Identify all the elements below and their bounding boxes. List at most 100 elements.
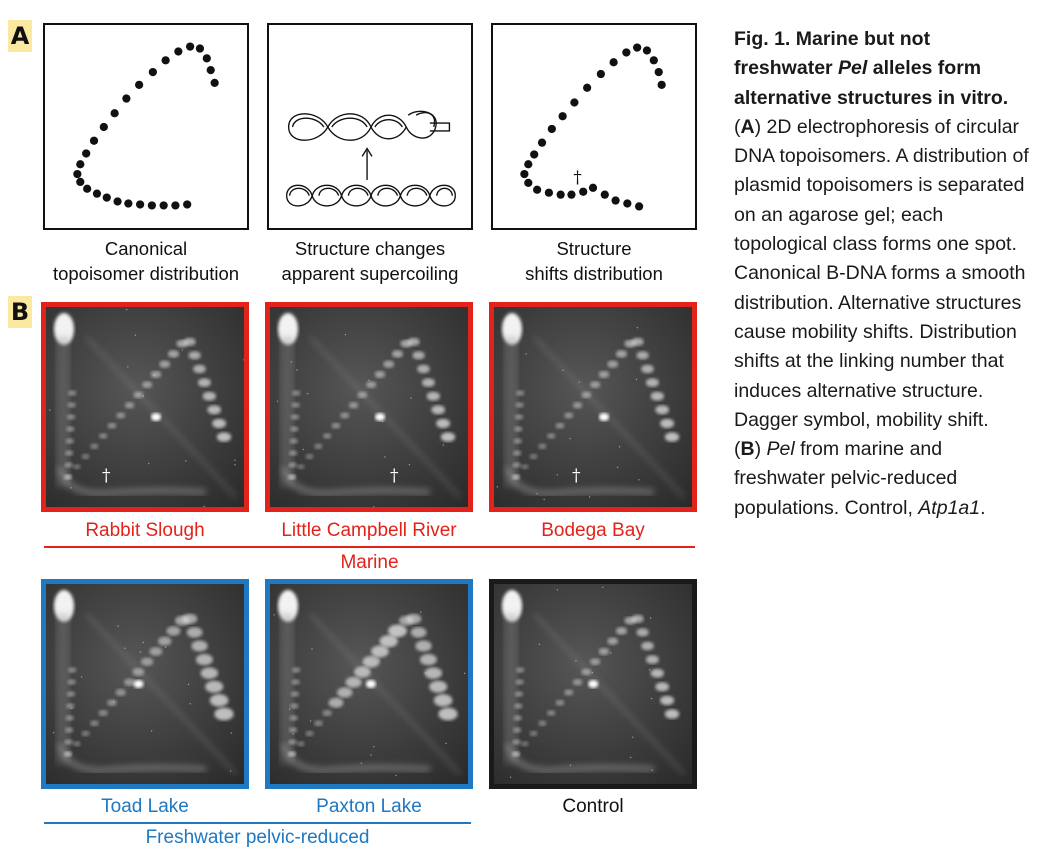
gel-spot	[331, 422, 341, 429]
gel-spot	[581, 668, 592, 676]
gel-spot	[98, 433, 108, 439]
gel-spot	[516, 390, 525, 396]
title-text: Fig. 1. Marine but not freshwater	[734, 28, 931, 80]
gel-spot	[150, 370, 162, 378]
gel-spot	[107, 422, 117, 429]
topoisomer-dot	[124, 199, 133, 208]
topoisomer-dot	[186, 42, 195, 51]
gel-little-campbell-river	[265, 302, 473, 512]
gel-spot	[167, 350, 180, 358]
gel-spot	[664, 432, 680, 442]
gel-spot	[406, 613, 422, 624]
topoisomer-dot	[210, 78, 219, 87]
gel-spot	[68, 390, 77, 396]
gel-spot	[383, 360, 395, 368]
panel-a-description: (A) 2D electrophoresis of circular DNA t…	[734, 115, 1029, 431]
topoisomer-dot	[524, 178, 533, 188]
marine-group-label: Marine	[340, 552, 399, 573]
topoisomer-dot	[99, 122, 108, 132]
topoisomer-dot	[567, 190, 576, 199]
gel-spot	[581, 391, 592, 399]
dna-structure-diagram	[285, 110, 456, 207]
gel-spot	[636, 628, 649, 637]
gel-spot	[410, 627, 427, 638]
ref-a: A	[740, 115, 755, 138]
gel-spot	[538, 443, 547, 449]
gel-spot	[290, 414, 300, 420]
gel-image	[494, 584, 692, 784]
gel-spot	[631, 337, 644, 346]
topoisomer-dot	[148, 67, 157, 77]
gel-spot	[348, 402, 359, 409]
gel-spot	[322, 433, 332, 439]
topoisomer-dot	[547, 124, 556, 134]
gel-label-control: Control	[562, 796, 624, 817]
canonical-dots	[73, 42, 219, 210]
topoisomer-dot	[183, 200, 192, 209]
gel-spot	[664, 709, 680, 719]
freshwater-group-label: Freshwater pelvic-reduced	[145, 827, 370, 848]
caption-line: topoisomer distribution	[52, 263, 240, 284]
panel-letter-b: B	[8, 296, 32, 328]
gel-spot	[419, 653, 437, 666]
b-text-end: .	[980, 496, 986, 519]
gel-spot	[546, 433, 556, 439]
b-gene-control: Atp1a1	[918, 496, 981, 519]
gel-spot	[521, 741, 529, 747]
topoisomer-dot	[195, 44, 205, 53]
gel-spot	[598, 370, 610, 378]
gel-spot	[66, 414, 76, 420]
gel-spot	[209, 694, 229, 707]
gel-spot	[371, 645, 389, 658]
caption-line: apparent supercoiling	[281, 263, 459, 284]
gel-spot	[289, 438, 298, 444]
gel-spot	[200, 667, 219, 680]
gel-spot	[305, 730, 314, 737]
gel-spot	[287, 474, 297, 480]
gel-spot	[555, 699, 565, 706]
gel-spot	[514, 703, 523, 709]
topoisomer-dot	[533, 185, 542, 194]
gel-label-toad-lake: Toad Lake	[101, 796, 189, 817]
gel-spot	[514, 414, 524, 420]
gel-spot	[214, 707, 234, 721]
gel-spot	[436, 418, 451, 429]
gel-spot	[133, 391, 144, 399]
gel-spot	[426, 391, 440, 401]
gel-label-little-campbell-river: Little Campbell River	[281, 520, 457, 541]
topoisomer-dot	[609, 58, 618, 67]
topoisomer-dot	[596, 69, 605, 79]
gel-spot	[538, 720, 547, 726]
topoisomer-dot	[583, 83, 592, 92]
gel-spot	[191, 640, 208, 652]
gel-spot	[63, 474, 73, 480]
topoisomer-dot	[600, 190, 609, 199]
gel-spot	[140, 657, 154, 666]
caption-line: Canonical	[104, 238, 188, 259]
gel-spot	[116, 412, 126, 419]
gel-spot	[572, 402, 583, 409]
topoisomer-dot	[82, 149, 91, 158]
topoisomer-dot	[544, 188, 554, 197]
gel-spot	[607, 360, 619, 368]
gel-spot	[65, 450, 74, 456]
gel-spot	[157, 636, 172, 646]
gel-spot	[417, 364, 430, 374]
gel-spot	[205, 680, 224, 693]
topoisomer-dot	[654, 67, 663, 77]
gel-spot	[81, 453, 90, 460]
topoisomer-dot	[161, 56, 170, 65]
gel-bodega-bay	[489, 302, 697, 512]
topoisomer-dot	[202, 54, 211, 63]
topoisomer-dot	[537, 138, 547, 147]
topoisomer-dot	[159, 201, 168, 210]
dagger-marker: †	[573, 168, 581, 187]
gel-spot	[650, 391, 664, 401]
topoisomer-dot	[524, 160, 533, 169]
gel-spot	[631, 614, 644, 623]
title-text: alleles form alternative structures in v…	[734, 57, 1009, 109]
gel-spot	[166, 626, 181, 636]
gel-spot	[660, 418, 675, 429]
topoisomer-dot	[558, 112, 567, 121]
gel-spot	[515, 402, 524, 408]
